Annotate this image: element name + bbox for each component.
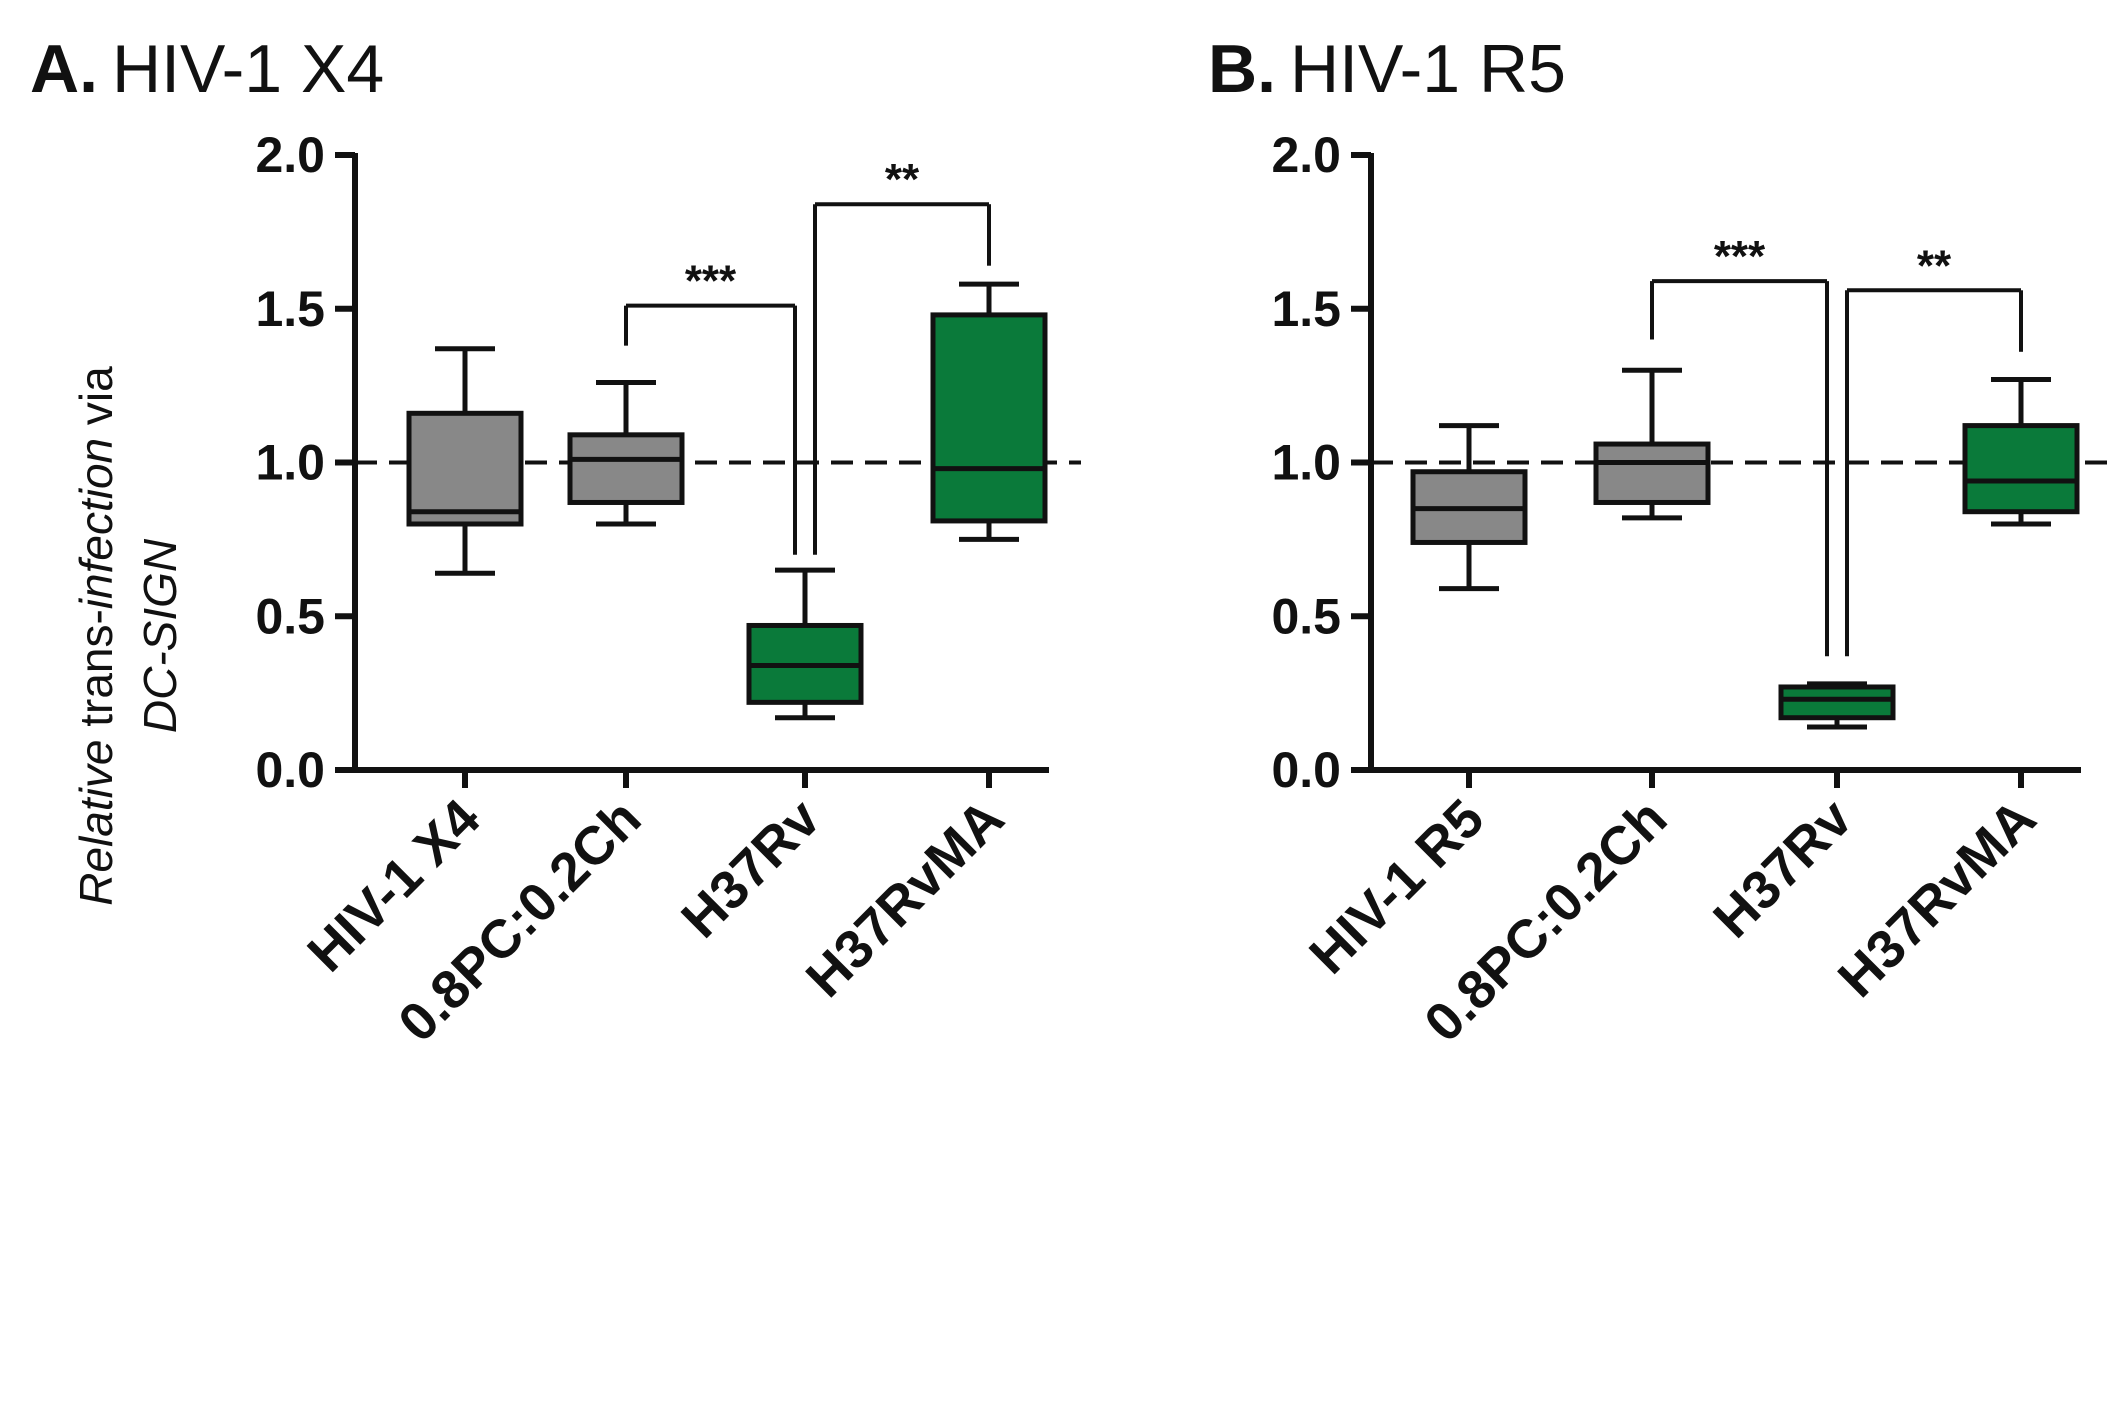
y-axis-label-trans: trans- <box>70 609 122 739</box>
panel-a-category-label: H37Rv <box>670 788 831 949</box>
panel-a-box <box>406 410 524 527</box>
panel-a-letter: A. <box>30 31 98 107</box>
panel-b-category-label: H37RvMA <box>1827 788 2048 1009</box>
panel-b-y-tick-label: 1.0 <box>1271 435 1341 491</box>
panel-b-sig-label: ** <box>1917 241 1952 290</box>
panel-b-y-tick-label: 2.0 <box>1271 127 1341 183</box>
panel-a-y-tick-label: 2.0 <box>255 127 325 183</box>
panel-b-title: B. HIV-1 R5 <box>1208 31 1566 107</box>
panel-b-box <box>1778 684 1896 721</box>
panel-b-box <box>1593 441 1711 505</box>
panel-b-y-tick-label: 1.5 <box>1271 281 1341 337</box>
panel-b-letter: B. <box>1208 31 1276 107</box>
panel-b-y-tick-label: 0.5 <box>1271 588 1341 644</box>
panel-a-y-tick-label: 1.0 <box>255 435 325 491</box>
panel-a-y-tick-label: 0.5 <box>255 588 325 644</box>
panel-a-y-tick-label: 0.0 <box>255 742 325 798</box>
panel-b-category-label: HIV-1 R5 <box>1298 788 1495 985</box>
panel-a-sig-label: *** <box>685 257 737 306</box>
y-axis-label-via: via <box>70 366 122 438</box>
panel-b-sig-label: *** <box>1714 232 1766 281</box>
panel-b-box <box>1962 423 2080 515</box>
y-axis-label-infection: infection <box>70 438 122 609</box>
panel-a-sig-label: ** <box>885 155 920 204</box>
panel-a-box <box>567 432 685 505</box>
panel-a-title-text: HIV-1 X4 <box>112 31 384 107</box>
y-axis-label-relative: Relative <box>70 740 122 906</box>
panel-b-title-text: HIV-1 R5 <box>1290 31 1566 107</box>
panel-b-category-label: H37Rv <box>1702 788 1863 949</box>
panel-a-title: A. HIV-1 X4 <box>30 31 384 107</box>
panel-a-category-label: H37RvMA <box>795 788 1016 1009</box>
y-axis-label-line2: DC-SIGN <box>134 538 186 733</box>
panel-b-y-tick-label: 0.0 <box>1271 742 1341 798</box>
y-axis-label-line1: Relative trans-infection via <box>70 366 122 906</box>
panel-a-y-tick-label: 1.5 <box>255 281 325 337</box>
panel-a-box <box>930 312 1048 524</box>
